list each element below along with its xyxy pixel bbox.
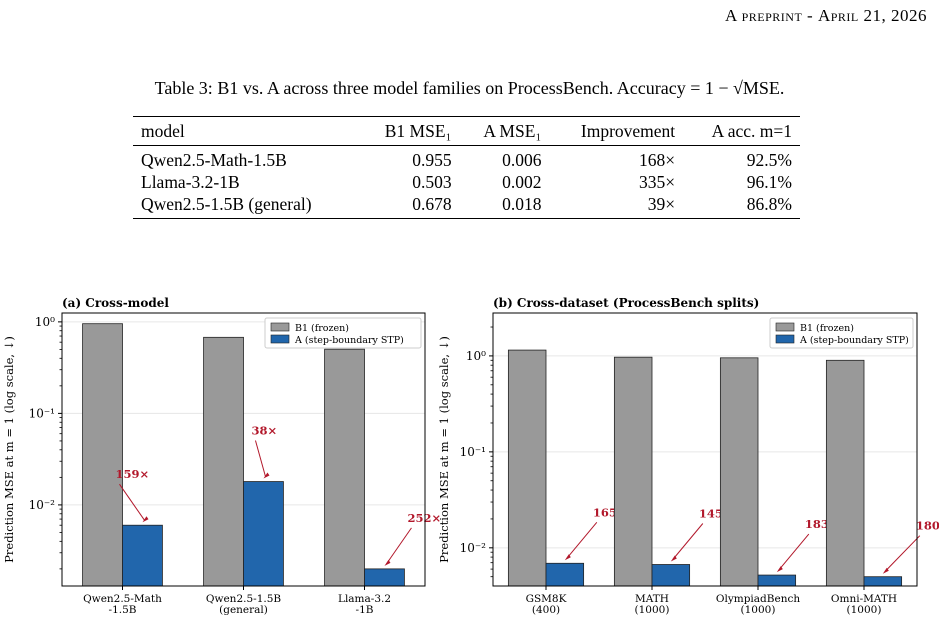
annotation-arrowhead xyxy=(142,516,149,523)
y-axis-label: Prediction MSE at m = 1 (log scale, ↓) xyxy=(2,336,16,563)
bar-b1 xyxy=(825,359,865,587)
plot-frame xyxy=(61,312,426,587)
x-tick-label: MATH xyxy=(635,593,669,605)
x-tick-label: (general) xyxy=(219,604,268,616)
annotation-arrow xyxy=(254,440,266,477)
annotation-arrow xyxy=(119,483,145,521)
y-axis-label: Prediction MSE at m = 1 (log scale, ↓) xyxy=(437,336,451,563)
bar-a xyxy=(545,562,585,587)
column-header-improvement: Improvement xyxy=(580,121,676,141)
y-tick-label: 10⁻¹ xyxy=(460,445,486,459)
legend-swatch xyxy=(270,322,290,332)
legend-label: B1 (frozen) xyxy=(800,323,854,334)
annotation-label: 180× xyxy=(916,519,939,533)
table-cell: 39× xyxy=(647,194,676,214)
x-tick-label: Llama-3.2 xyxy=(338,593,391,605)
x-tick-label: Omni-MATH xyxy=(831,593,897,605)
bar-b1 xyxy=(613,356,653,587)
x-tick-label: Qwen2.5-Math xyxy=(83,593,162,605)
y-tick-label: 10⁰ xyxy=(466,349,486,363)
legend-label: B1 (frozen) xyxy=(295,323,349,334)
x-tick-label: (1000) xyxy=(635,604,670,616)
bar-a xyxy=(651,564,691,587)
table-row: Qwen2.5-Math-1.5B 0.955 0.006 168× 92.5% xyxy=(133,146,800,172)
annotation-arrow xyxy=(566,521,598,559)
column-header-model: model xyxy=(141,121,185,141)
table-cell: 0.503 xyxy=(412,172,452,192)
bar-a xyxy=(863,576,903,587)
chart-title: (b) Cross-dataset (ProcessBench splits) xyxy=(493,296,759,310)
comparison-figure: 10⁰ 10⁻¹ 10⁻² Qwen2.5-Math-1.5B 159× Qwen2.5-… xyxy=(2,296,939,616)
annotation-arrow xyxy=(386,527,412,565)
table-header-row: model B1 MSE₁ A MSE₁ Improvement A acc. … xyxy=(133,116,800,146)
annotation-arrowhead xyxy=(564,554,571,561)
legend-swatch xyxy=(270,334,290,344)
table-cell: Qwen2.5-1.5B (general) xyxy=(141,194,312,214)
legend-label: A (step-boundary STP) xyxy=(294,335,404,346)
annotation-arrowhead xyxy=(882,567,889,574)
table-cell: 0.006 xyxy=(502,150,542,170)
table-cell: Llama-3.2-1B xyxy=(141,172,240,192)
x-tick-label: -1B xyxy=(356,604,374,616)
bar-b1 xyxy=(324,348,365,587)
y-tick-label: 10⁻² xyxy=(29,498,56,512)
annotation-label: 38× xyxy=(251,424,277,438)
bar-b1 xyxy=(719,357,759,587)
running-header: A preprint - April 21, 2026 xyxy=(725,6,927,25)
annotation-arrow xyxy=(778,533,810,571)
bar-b1 xyxy=(82,323,123,587)
x-tick-label: GSM8K xyxy=(526,593,567,605)
chart-title: (a) Cross-model xyxy=(62,296,169,310)
table-row: Qwen2.5-1.5B (general) 0.678 0.018 39× 8… xyxy=(133,193,800,219)
table-caption: Table 3: B1 vs. A across three model fam… xyxy=(154,78,785,98)
annotation-arrowhead xyxy=(670,555,677,562)
annotation-label: 252× xyxy=(407,511,441,525)
bar-a xyxy=(364,568,405,587)
legend-swatch xyxy=(775,334,795,344)
x-tick-label: (1000) xyxy=(741,604,776,616)
bar-b1 xyxy=(507,349,547,587)
x-tick-label: (1000) xyxy=(847,604,882,616)
table-cell: 96.1% xyxy=(746,172,792,192)
bar-a xyxy=(122,524,163,587)
table-cell: 0.002 xyxy=(502,172,542,192)
y-tick-label: 10⁰ xyxy=(35,315,55,329)
table-cell: 92.5% xyxy=(746,150,792,170)
table-cell: 0.678 xyxy=(412,194,452,214)
bar-b1 xyxy=(203,336,244,587)
table-cell: 86.8% xyxy=(746,194,792,214)
annotation-arrowhead xyxy=(776,566,783,573)
table-cell: 0.955 xyxy=(412,150,452,170)
x-tick-label: OlympiadBench xyxy=(716,593,800,605)
y-tick-label: 10⁻¹ xyxy=(29,406,55,420)
column-header-a-mse: A MSE₁ xyxy=(483,121,542,141)
annotation-arrowhead xyxy=(384,559,391,566)
legend-box xyxy=(264,317,422,349)
table-cell: 168× xyxy=(639,150,676,170)
x-tick-label: Qwen2.5-1.5B xyxy=(206,593,282,605)
legend-box xyxy=(769,317,914,349)
results-table: model B1 MSE₁ A MSE₁ Improvement A acc. … xyxy=(133,116,800,219)
annotation-arrow xyxy=(672,523,704,560)
bar-a xyxy=(243,481,284,587)
annotation-arrowhead xyxy=(263,472,270,479)
column-header-accuracy: A acc. m=1 xyxy=(711,121,792,141)
plot-frame xyxy=(492,312,918,587)
legend-label: A (step-boundary STP) xyxy=(799,335,909,346)
x-tick-label: -1.5B xyxy=(109,604,137,616)
annotation-label: 159× xyxy=(115,467,149,481)
x-tick-label: (400) xyxy=(532,604,560,616)
legend-swatch xyxy=(775,322,795,332)
y-tick-label: 10⁻² xyxy=(460,541,487,555)
table-cell: Qwen2.5-Math-1.5B xyxy=(141,150,287,170)
table-row: Llama-3.2-1B 0.503 0.002 335× 96.1% xyxy=(133,171,800,193)
table-cell: 335× xyxy=(639,172,676,192)
table-cell: 0.018 xyxy=(502,194,542,214)
column-header-b1-mse: B1 MSE₁ xyxy=(384,121,452,141)
annotation-arrow xyxy=(884,535,921,573)
bar-a xyxy=(757,574,797,587)
